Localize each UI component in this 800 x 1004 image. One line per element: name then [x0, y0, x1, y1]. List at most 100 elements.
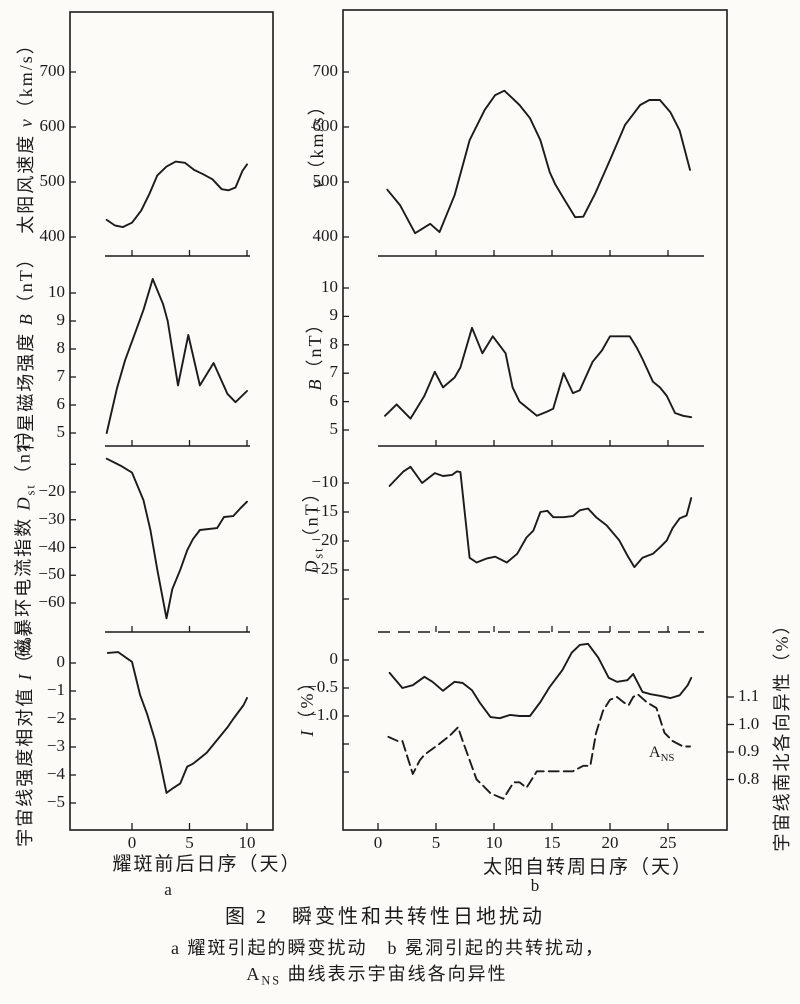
text-part: A: [649, 744, 661, 761]
panel-frame-b: [342, 9, 728, 831]
b1-ytick-label-400: 400: [312, 226, 339, 245]
b4-y2tick-label-0.8: 0.8: [738, 768, 760, 788]
b4-ytick-label--0.5: −0.5: [307, 677, 338, 696]
b3-ytick-label--15: −15: [311, 501, 338, 520]
text-part: A: [246, 964, 262, 984]
b1-ytick-label-600: 600: [312, 116, 339, 135]
a2-ytick-label-10: 10: [48, 282, 65, 301]
a2-ytick-label-9: 9: [56, 310, 66, 329]
b4-ytick-label-0: 0: [329, 649, 339, 668]
a4-ytick-label--1: −1: [46, 680, 65, 699]
text-part: 宇宙线强度相对值: [15, 680, 35, 847]
a-xtick-label-10: 10: [238, 833, 256, 852]
panel-letter-a: a: [164, 880, 172, 899]
b3-dst-index-curve: [388, 465, 693, 569]
b-x-axis-title: 太阳自转周日序（天）: [482, 857, 694, 878]
a4-ytick-label--5: −5: [46, 792, 65, 811]
b4-north-south-anisotropy-label: ANS: [649, 744, 674, 764]
a2-ytick-label-8: 8: [56, 338, 66, 357]
a1-y-axis-title: 太阳风速度 v（km/s）: [12, 34, 38, 234]
b1-ytick-label-700: 700: [312, 61, 339, 80]
b-xtick-label-15: 15: [543, 833, 561, 852]
a1-ytick-label-400: 400: [39, 226, 66, 245]
b1-ytick-label-500: 500: [312, 171, 339, 190]
a4-y-axis-title: 宇宙线强度相对值 I（%）: [11, 615, 37, 847]
text-part: （nT）: [301, 482, 322, 547]
a3-dst-index-curve: [105, 457, 248, 620]
a1-ytick-label-600: 600: [39, 116, 66, 135]
b4-cosmic-ray-intensity-curve: [388, 642, 693, 720]
b2-ytick-label-6: 6: [329, 390, 339, 410]
figure-caption-title: 图 2 瞬变性和共转性日地扰动: [225, 900, 545, 929]
a4-ytick-label--4: −4: [46, 764, 65, 783]
text-part: a 耀斑引起的瞬变扰动 b 冕洞引起的共转扰动，: [171, 938, 605, 958]
b3-ytick-label--10: −10: [311, 472, 338, 491]
text-part: I: [15, 672, 35, 681]
text-part: （nT）: [13, 419, 34, 484]
b-xtick-label-0: 0: [373, 833, 383, 852]
a2-ytick-label-6: 6: [56, 394, 66, 413]
a4-ytick-label--3: −3: [46, 736, 65, 755]
text-part: 宇宙线南北各向异性（%）: [772, 614, 792, 852]
panel-letter-b: b: [530, 876, 540, 895]
a2-imf-strength-curve: [105, 278, 248, 434]
b2-ytick-label-10: 10: [321, 277, 338, 296]
text-part: B: [305, 377, 325, 391]
b2-ytick-label-9: 9: [329, 305, 339, 325]
subscript-part: NS: [261, 973, 282, 988]
text-part: 曲线表示宇宙线各向异性: [281, 964, 508, 984]
b4-y2-axis-title: 宇宙线南北各向异性（%）: [768, 615, 794, 852]
b2-ytick-label-5: 5: [329, 419, 339, 438]
b-xtick-label-5: 5: [431, 833, 441, 852]
text-part: D: [13, 495, 34, 511]
panel-frame-a: [69, 11, 274, 831]
b1-solar-wind-speed-curve: [386, 89, 691, 235]
b2-imf-strength-curve: [384, 326, 693, 420]
a4-ytick-label-0: 0: [56, 652, 66, 671]
b4-ytick-label--1: −1.0: [307, 705, 338, 724]
a4-cosmic-ray-intensity-curve: [106, 651, 248, 794]
b2-ytick-label-8: 8: [329, 333, 339, 353]
a4-ytick-label--2: −2: [46, 708, 65, 727]
b-xtick-label-10: 10: [485, 833, 503, 852]
a2-ytick-label-5: 5: [56, 422, 66, 441]
b2-y-axis-title: B（nT）: [301, 314, 327, 391]
subscript-part: NS: [660, 752, 675, 765]
a3-ytick-label--50: −50: [38, 564, 65, 584]
text-part: 图 2 瞬变性和共转性日地扰动: [225, 906, 545, 928]
a-xtick-label-5: 5: [185, 833, 194, 852]
a3-ytick-label--20: −20: [38, 481, 65, 500]
b4-y-axis-title: I（%）: [293, 672, 319, 737]
a1-ytick-label-700: 700: [39, 61, 66, 80]
text-part: I: [297, 728, 317, 737]
subscript-part: st: [311, 546, 326, 559]
b3-ytick-label--25: −25: [311, 559, 338, 578]
text-part: v: [16, 117, 36, 128]
b3-ytick-label--20: −20: [311, 530, 338, 549]
text-part: （km/s）: [307, 95, 327, 179]
b4-north-south-anisotropy-curve: [387, 693, 691, 800]
a-x-axis-title: 耀斑前后日序（天）: [112, 854, 302, 875]
b2-ytick-label-7: 7: [329, 362, 339, 382]
b1-y-axis-title: v（km/s）: [303, 95, 329, 188]
text-part: （%）: [297, 671, 317, 729]
b4-y2tick-label-1: 1.0: [738, 713, 760, 733]
a1-solar-wind-speed-curve: [105, 160, 248, 229]
text-part: （nT）: [305, 313, 325, 378]
text-part: B: [16, 312, 36, 326]
b4-y2tick-label-0.9: 0.9: [738, 741, 760, 760]
a1-ytick-label-500: 500: [39, 171, 66, 190]
text-part: 太阳风速度: [16, 127, 36, 234]
a3-ytick-label--60: −60: [38, 592, 65, 611]
b-xtick-label-25: 25: [659, 833, 677, 852]
text-part: v: [307, 178, 327, 189]
a3-ytick-label--40: −40: [38, 536, 65, 556]
figure-caption-line3: ANS 曲线表示宇宙线各向异性: [246, 960, 507, 989]
b3-y-axis-title: Dst（nT）: [298, 482, 327, 573]
a3-ytick-label--30: −30: [38, 508, 65, 528]
subscript-part: st: [23, 483, 38, 496]
b4-y2tick-label-1.1: 1.1: [738, 686, 760, 705]
text-part: （km/s）: [16, 34, 36, 118]
